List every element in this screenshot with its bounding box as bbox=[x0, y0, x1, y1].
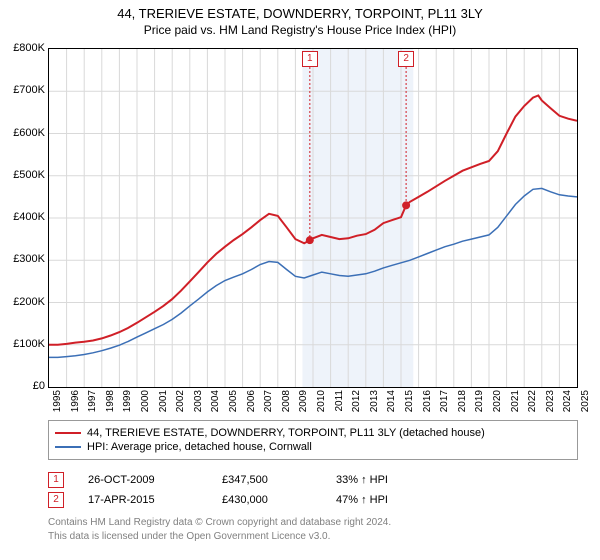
y-tick-label: £100K bbox=[13, 338, 45, 350]
x-tick-label: 2012 bbox=[351, 390, 362, 412]
x-tick-label: 2006 bbox=[246, 390, 257, 412]
x-tick-label: 2015 bbox=[404, 390, 415, 412]
sale-date: 26-OCT-2009 bbox=[88, 474, 198, 486]
y-tick-label: £500K bbox=[13, 169, 45, 181]
x-tick-label: 2008 bbox=[281, 390, 292, 412]
x-tick-label: 2013 bbox=[369, 390, 380, 412]
x-tick-label: 2004 bbox=[210, 390, 221, 412]
chart-title-1: 44, TRERIEVE ESTATE, DOWNDERRY, TORPOINT… bbox=[0, 6, 600, 21]
legend-swatch bbox=[55, 432, 81, 434]
x-tick-label: 2003 bbox=[193, 390, 204, 412]
x-tick-label: 2019 bbox=[474, 390, 485, 412]
x-tick-label: 1996 bbox=[70, 390, 81, 412]
y-tick-label: £400K bbox=[13, 211, 45, 223]
sale-marker: 1 bbox=[302, 51, 318, 67]
sale-row: 2 17-APR-2015 £430,000 47% ↑ HPI bbox=[48, 492, 578, 508]
x-tick-label: 2021 bbox=[510, 390, 521, 412]
x-tick-label: 1995 bbox=[52, 390, 63, 412]
sale-date: 17-APR-2015 bbox=[88, 494, 198, 506]
x-tick-label: 2024 bbox=[562, 390, 573, 412]
y-tick-label: £600K bbox=[13, 127, 45, 139]
sales-table: 1 26-OCT-2009 £347,500 33% ↑ HPI 2 17-APR-201… bbox=[48, 468, 578, 512]
x-tick-label: 2001 bbox=[158, 390, 169, 412]
attribution-footer: Contains HM Land Registry data © Crown c… bbox=[48, 516, 578, 543]
legend-row: HPI: Average price, detached house, Corn… bbox=[55, 441, 571, 453]
x-tick-label: 2009 bbox=[298, 390, 309, 412]
x-tick-label: 2005 bbox=[228, 390, 239, 412]
sale-row: 1 26-OCT-2009 £347,500 33% ↑ HPI bbox=[48, 472, 578, 488]
chart-legend: 44, TRERIEVE ESTATE, DOWNDERRY, TORPOINT… bbox=[48, 420, 578, 460]
x-tick-label: 1999 bbox=[122, 390, 133, 412]
x-tick-label: 2010 bbox=[316, 390, 327, 412]
x-tick-label: 2025 bbox=[580, 390, 591, 412]
legend-label: HPI: Average price, detached house, Corn… bbox=[87, 441, 312, 453]
x-tick-label: 2016 bbox=[422, 390, 433, 412]
sale-price: £430,000 bbox=[222, 494, 312, 506]
sale-delta: 33% ↑ HPI bbox=[336, 474, 436, 486]
x-tick-label: 2018 bbox=[457, 390, 468, 412]
x-tick-label: 2002 bbox=[175, 390, 186, 412]
y-tick-label: £300K bbox=[13, 253, 45, 265]
footer-line-1: Contains HM Land Registry data © Crown c… bbox=[48, 516, 578, 530]
x-tick-label: 2023 bbox=[545, 390, 556, 412]
x-tick-label: 2000 bbox=[140, 390, 151, 412]
x-tick-label: 2020 bbox=[492, 390, 503, 412]
x-tick-label: 2007 bbox=[263, 390, 274, 412]
y-tick-label: £800K bbox=[13, 42, 45, 54]
y-tick-label: £0 bbox=[33, 380, 45, 392]
x-tick-label: 2022 bbox=[527, 390, 538, 412]
legend-label: 44, TRERIEVE ESTATE, DOWNDERRY, TORPOINT… bbox=[87, 427, 485, 439]
x-tick-label: 2014 bbox=[386, 390, 397, 412]
y-tick-label: £700K bbox=[13, 84, 45, 96]
sale-price: £347,500 bbox=[222, 474, 312, 486]
chart-title-2: Price paid vs. HM Land Registry's House … bbox=[0, 23, 600, 37]
x-tick-label: 2011 bbox=[334, 390, 345, 412]
x-tick-label: 2017 bbox=[439, 390, 450, 412]
footer-line-2: This data is licensed under the Open Gov… bbox=[48, 530, 578, 544]
sale-marker: 1 bbox=[48, 472, 64, 488]
x-tick-label: 1998 bbox=[105, 390, 116, 412]
chart-plot-area: 12 bbox=[48, 48, 578, 388]
x-tick-label: 1997 bbox=[87, 390, 98, 412]
legend-swatch bbox=[55, 446, 81, 448]
legend-row: 44, TRERIEVE ESTATE, DOWNDERRY, TORPOINT… bbox=[55, 427, 571, 439]
y-tick-label: £200K bbox=[13, 296, 45, 308]
sale-marker: 2 bbox=[398, 51, 414, 67]
sale-delta: 47% ↑ HPI bbox=[336, 494, 436, 506]
sale-marker: 2 bbox=[48, 492, 64, 508]
